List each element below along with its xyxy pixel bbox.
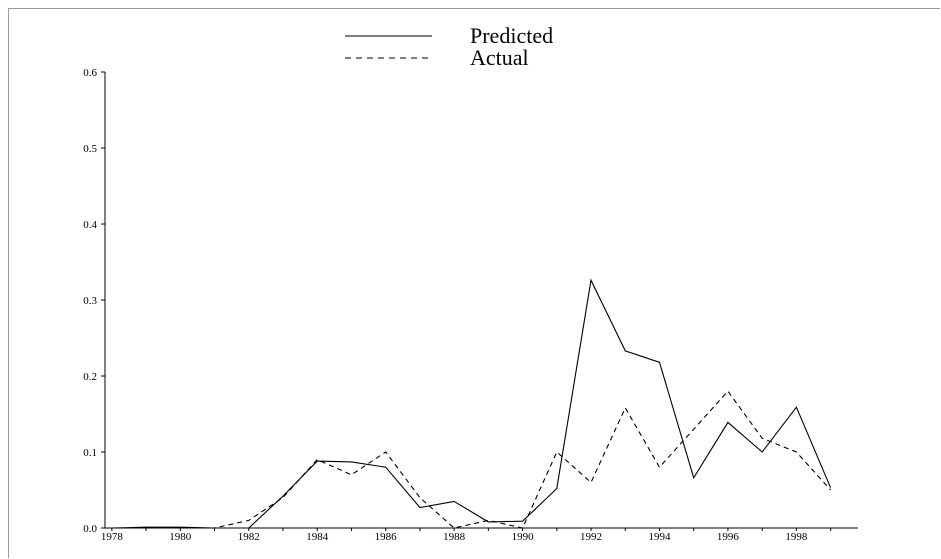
y-tick-label: 0.0: [83, 523, 97, 535]
x-tick-label: 1988: [443, 531, 466, 543]
y-tick-label: 0.1: [83, 447, 97, 459]
legend-label-actual: Actual: [470, 45, 529, 70]
x-tick-label: 1978: [101, 531, 124, 543]
y-axis: 0.0 0.1 0.2 0.3 0.4 0.5 0.6: [83, 67, 105, 535]
y-tick-label: 0.6: [83, 67, 97, 79]
series-line-actual: [112, 391, 831, 528]
x-tick-label: 1998: [785, 531, 808, 543]
x-tick-label: 1996: [717, 531, 740, 543]
x-tick-label: 1990: [512, 531, 535, 543]
x-tick-label: 1982: [238, 531, 260, 543]
x-tick-label: 1994: [648, 531, 671, 543]
y-tick-label: 0.5: [83, 143, 97, 155]
y-tick-label: 0.3: [83, 295, 97, 307]
y-tick-label: 0.4: [83, 219, 97, 231]
x-tick-label: 1984: [306, 531, 329, 543]
y-tick-label: 0.2: [83, 371, 97, 383]
x-tick-label: 1986: [375, 531, 398, 543]
x-axis: 1978 1980 1982 1984 1986 1988 1990 1992 1994 1996…: [101, 528, 858, 543]
x-tick-label: 1980: [169, 531, 192, 543]
series-line-predicted: [112, 280, 831, 528]
plot-series: [112, 280, 831, 528]
x-tick-label: 1992: [580, 531, 602, 543]
